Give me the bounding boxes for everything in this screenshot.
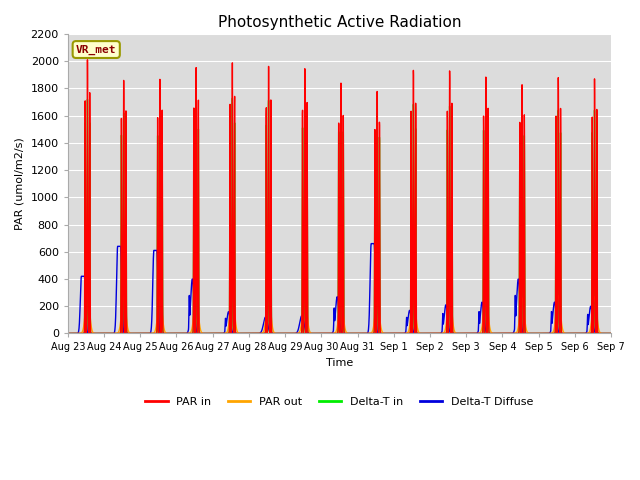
PAR in bbox=[431, 331, 439, 336]
Delta-T in bbox=[319, 331, 327, 336]
Line: Delta-T Diffuse: Delta-T Diffuse bbox=[68, 244, 611, 334]
Legend: PAR in, PAR out, Delta-T in, Delta-T Diffuse: PAR in, PAR out, Delta-T in, Delta-T Dif… bbox=[141, 393, 538, 412]
Y-axis label: PAR (umol/m2/s): PAR (umol/m2/s) bbox=[15, 137, 25, 230]
PAR out bbox=[607, 331, 614, 336]
PAR in bbox=[607, 331, 614, 336]
PAR in bbox=[162, 331, 170, 336]
PAR out bbox=[162, 330, 170, 336]
PAR out bbox=[461, 331, 469, 336]
Delta-T Diffuse bbox=[607, 331, 614, 336]
Delta-T Diffuse bbox=[162, 331, 170, 336]
Delta-T in bbox=[228, 96, 236, 101]
Delta-T Diffuse bbox=[607, 331, 615, 336]
Line: PAR in: PAR in bbox=[68, 60, 611, 334]
Delta-T Diffuse bbox=[461, 331, 469, 336]
PAR out bbox=[492, 331, 500, 336]
PAR out bbox=[431, 331, 439, 336]
Delta-T Diffuse bbox=[64, 331, 72, 336]
Delta-T Diffuse bbox=[96, 331, 104, 336]
Line: Delta-T in: Delta-T in bbox=[68, 98, 611, 334]
PAR in bbox=[64, 331, 72, 336]
Delta-T in bbox=[607, 331, 614, 336]
Line: PAR out: PAR out bbox=[68, 293, 611, 334]
PAR in bbox=[492, 331, 500, 336]
Delta-T in bbox=[461, 331, 469, 336]
PAR in bbox=[461, 331, 469, 336]
Delta-T Diffuse bbox=[431, 331, 439, 336]
Title: Photosynthetic Active Radiation: Photosynthetic Active Radiation bbox=[218, 15, 461, 30]
Delta-T in bbox=[607, 331, 615, 336]
Delta-T in bbox=[64, 331, 72, 336]
PAR out bbox=[607, 331, 615, 336]
X-axis label: Time: Time bbox=[326, 358, 353, 368]
PAR in bbox=[607, 331, 615, 336]
Text: VR_met: VR_met bbox=[76, 45, 116, 55]
Delta-T in bbox=[431, 331, 439, 336]
Delta-T in bbox=[162, 331, 170, 336]
PAR in bbox=[319, 331, 327, 336]
Delta-T Diffuse bbox=[367, 241, 375, 247]
Delta-T Diffuse bbox=[319, 331, 327, 336]
Delta-T Diffuse bbox=[492, 331, 500, 336]
PAR in bbox=[84, 57, 92, 63]
PAR out bbox=[64, 331, 72, 336]
Delta-T in bbox=[492, 331, 500, 336]
PAR out bbox=[228, 290, 236, 296]
PAR out bbox=[319, 331, 327, 336]
